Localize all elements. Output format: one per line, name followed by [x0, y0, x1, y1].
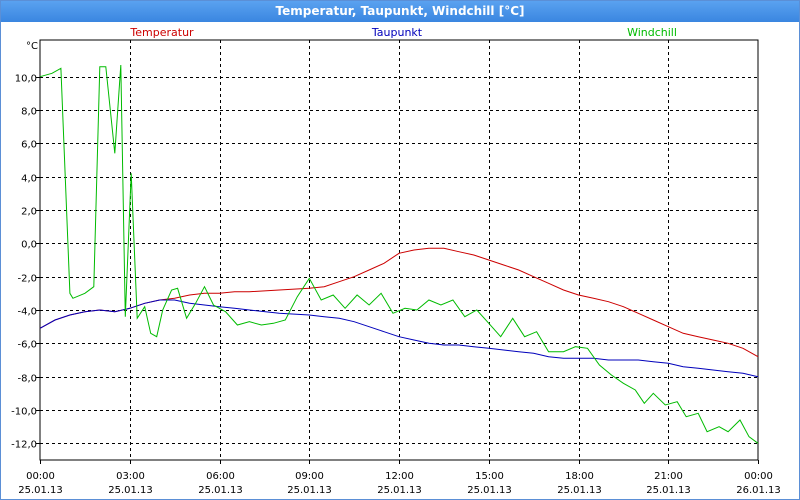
x-tick-time: 21:00	[654, 471, 683, 482]
y-tick-label: -8,0	[17, 374, 37, 385]
y-tick-label: 4,0	[21, 174, 37, 185]
x-tick-date: 25.01.13	[108, 485, 153, 496]
x-tick-time: 15:00	[475, 471, 504, 482]
y-tick-label: 2,0	[21, 207, 37, 218]
x-tick-date: 25.01.13	[557, 485, 602, 496]
y-tick-label: -10,0	[11, 407, 37, 418]
y-tick-label: 0,0	[21, 240, 37, 251]
x-tick-date: 25.01.13	[287, 485, 332, 496]
x-tick-time: 09:00	[295, 471, 324, 482]
window-title: Temperatur, Taupunkt, Windchill [°C]	[1, 1, 799, 22]
series-line-taupunkt	[39, 299, 759, 378]
x-tick-time: 12:00	[385, 471, 414, 482]
x-tick-time: 03:00	[116, 471, 145, 482]
y-tick-label: -2,0	[17, 274, 37, 285]
y-tick-label: -12,0	[11, 440, 37, 451]
x-tick-date: 25.01.13	[467, 485, 512, 496]
y-tick-label: -4,0	[17, 307, 37, 318]
x-tick-time: 00:00	[26, 471, 55, 482]
y-axis-ticks: 10,0 8,0 6,0 4,0 2,0 0,0 -2,0 -4,0 -6,0 -8,0 -10,0…	[11, 74, 40, 451]
legend-taupunkt: Taupunkt	[371, 26, 423, 39]
y-tick-label: 6,0	[21, 140, 37, 151]
x-tick-time: 06:00	[206, 471, 235, 482]
x-tick-date: 25.01.13	[18, 485, 63, 496]
x-tick-time: 18:00	[565, 471, 594, 482]
x-tick-date: 26.01.13	[736, 485, 781, 496]
legend-temperatur: Temperatur	[129, 26, 194, 39]
legend-windchill: Windchill	[627, 26, 677, 39]
y-axis-unit: °C	[26, 41, 38, 52]
x-tick-date: 25.01.13	[646, 485, 691, 496]
series-lines	[39, 64, 759, 444]
grid-lines	[40, 40, 758, 460]
y-tick-label: -6,0	[17, 340, 37, 351]
x-tick-date: 25.01.13	[377, 485, 422, 496]
x-axis-ticks: 00:00 25.01.13 03:00 25.01.13 06:00 25.01.13 0…	[18, 460, 781, 496]
y-tick-label: 8,0	[21, 107, 37, 118]
x-tick-date: 25.01.13	[198, 485, 243, 496]
y-tick-label: 10,0	[15, 74, 37, 85]
x-tick-time: 00:00	[744, 471, 773, 482]
series-line-windchill	[39, 64, 759, 444]
